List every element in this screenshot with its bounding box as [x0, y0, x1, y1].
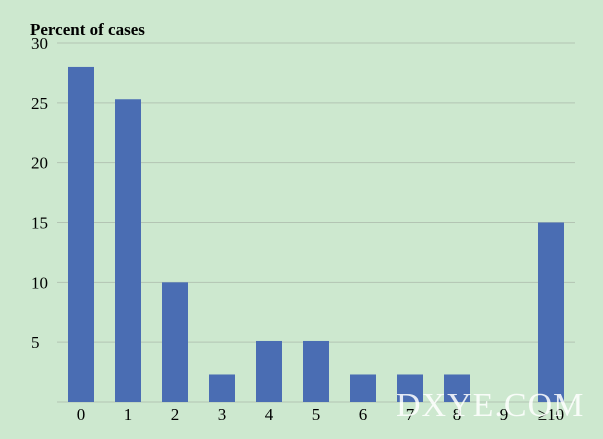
- x-tick-label: 2: [171, 405, 180, 424]
- bar-7: [397, 374, 423, 402]
- x-tick-label: 0: [77, 405, 86, 424]
- x-tick-label: 3: [218, 405, 227, 424]
- x-tick-label: 5: [312, 405, 321, 424]
- x-tick-label: 7: [406, 405, 415, 424]
- y-tick-label: 25: [31, 94, 48, 113]
- y-tick-label: 10: [31, 273, 48, 292]
- x-tick-labels: 0 1 2 3 4 5 6 7 8 9 ≥10: [77, 405, 564, 424]
- x-tick-label: 4: [265, 405, 274, 424]
- bar-6: [350, 374, 376, 402]
- bar-2: [162, 282, 188, 402]
- bars: [68, 66, 564, 402]
- x-tick-label: 8: [453, 405, 462, 424]
- bar-3: [209, 374, 235, 402]
- y-tick-labels: 5 10 15 20 25 30: [31, 34, 48, 352]
- x-tick-label: 1: [124, 405, 133, 424]
- bar-5: [303, 340, 329, 402]
- x-tick-label: ≥10: [538, 405, 564, 424]
- watermark-text: DXYE.COM: [396, 387, 584, 424]
- bar-4: [256, 340, 282, 402]
- bar-1: [115, 99, 141, 402]
- x-tick-label: 6: [359, 405, 368, 424]
- y-tick-label: 15: [31, 214, 48, 233]
- x-tick-label: 9: [500, 405, 509, 424]
- watermark: DXYE.COM: [396, 387, 584, 424]
- y-tick-label: 5: [31, 333, 40, 352]
- y-tick-label: 20: [31, 154, 48, 173]
- gridlines: [57, 42, 575, 403]
- y-tick-label: 30: [31, 34, 48, 53]
- bar-0: [68, 66, 94, 402]
- bar-8: [444, 374, 470, 402]
- bar-10: [538, 222, 564, 402]
- y-axis-label: Percent of cases: [30, 20, 145, 39]
